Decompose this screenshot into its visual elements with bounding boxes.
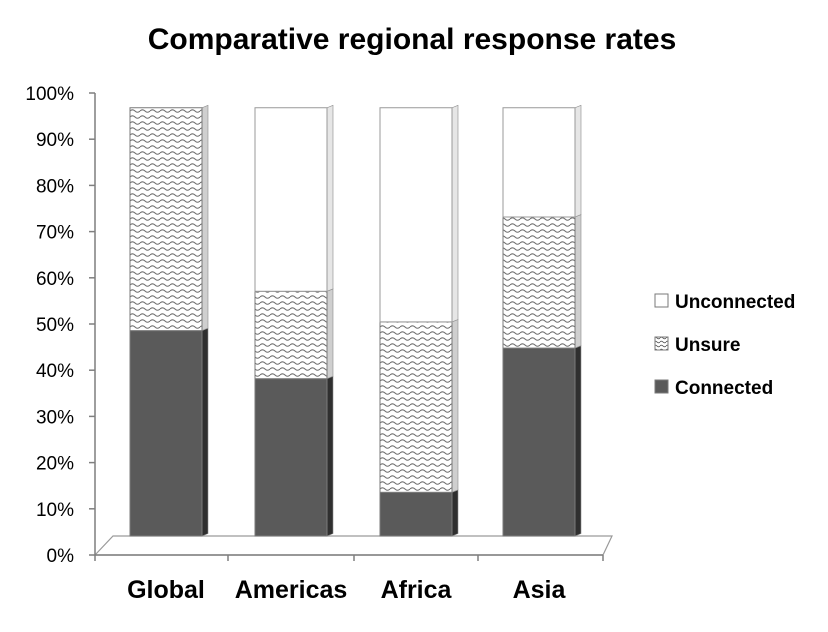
bar-stack-africa [379, 104, 459, 537]
y-tick-label: 0% [47, 546, 75, 567]
y-tick-label: 20% [36, 454, 74, 475]
legend-item-unsure: Unsure [654, 335, 740, 356]
chart-floor [93, 535, 613, 556]
x-tick-label: Americas [235, 576, 348, 604]
x-axis-labels: Global Americas Africa Asia [127, 576, 566, 604]
bar-side-connected [451, 489, 459, 537]
bar-africa-unsure [379, 321, 453, 493]
y-tick-label: 90% [36, 130, 74, 151]
y-tick-label: 80% [36, 176, 74, 197]
legend-item-unconnected: Unconnected [654, 292, 795, 313]
bar-side-unsure [201, 104, 209, 332]
x-tick-label: Asia [513, 576, 567, 604]
bar-side-unconnected [451, 104, 459, 323]
bars-group [129, 104, 582, 537]
legend-swatch [654, 379, 669, 394]
bar-stack-asia [502, 104, 582, 537]
bar-side-connected [201, 327, 209, 537]
bar-africa-connected [379, 491, 453, 537]
bar-global-unsure [129, 107, 203, 332]
legend-label: Unsure [675, 335, 740, 356]
bar-global-connected [129, 330, 203, 537]
legend-label: Connected [675, 378, 773, 399]
chart-title: Comparative regional response rates [148, 23, 677, 56]
bar-asia-unsure [502, 216, 576, 349]
y-tick-label: 70% [36, 223, 74, 244]
y-axis: 0% 10% 20% 30% 40% 50% 60% 70% 80% 90% 100% [25, 84, 604, 567]
y-tick-label: 10% [36, 500, 74, 521]
y-tick-label: 60% [36, 269, 74, 290]
floor-plane [93, 535, 613, 556]
bar-side-connected [326, 375, 334, 537]
x-tick-label: Africa [381, 576, 453, 604]
y-tick-label: 50% [36, 315, 74, 336]
y-tick-label: 40% [36, 361, 74, 382]
bar-stack-americas [254, 104, 334, 537]
bar-africa-unconnected [379, 107, 453, 323]
bar-side-unsure [326, 288, 334, 380]
bar-side-unsure [574, 214, 582, 349]
legend-swatch [654, 293, 669, 308]
bar-side-unsure [451, 319, 459, 493]
bar-asia-unconnected [502, 107, 576, 218]
bar-side-connected [574, 345, 582, 537]
legend-label: Unconnected [675, 292, 795, 313]
y-tick-label: 100% [25, 84, 74, 105]
legend-swatch [654, 336, 669, 351]
y-tick-label: 30% [36, 407, 74, 428]
bar-americas-unsure [254, 290, 328, 380]
bar-americas-unconnected [254, 107, 328, 292]
bar-americas-connected [254, 378, 328, 537]
legend-item-connected: Connected [654, 378, 773, 399]
bar-side-unconnected [326, 104, 334, 292]
bar-stack-global [129, 104, 209, 537]
bar-side-unconnected [574, 104, 582, 218]
bar-asia-connected [502, 347, 576, 537]
legend: Unconnected Unsure Connected [654, 292, 795, 399]
x-tick-label: Global [127, 576, 205, 604]
